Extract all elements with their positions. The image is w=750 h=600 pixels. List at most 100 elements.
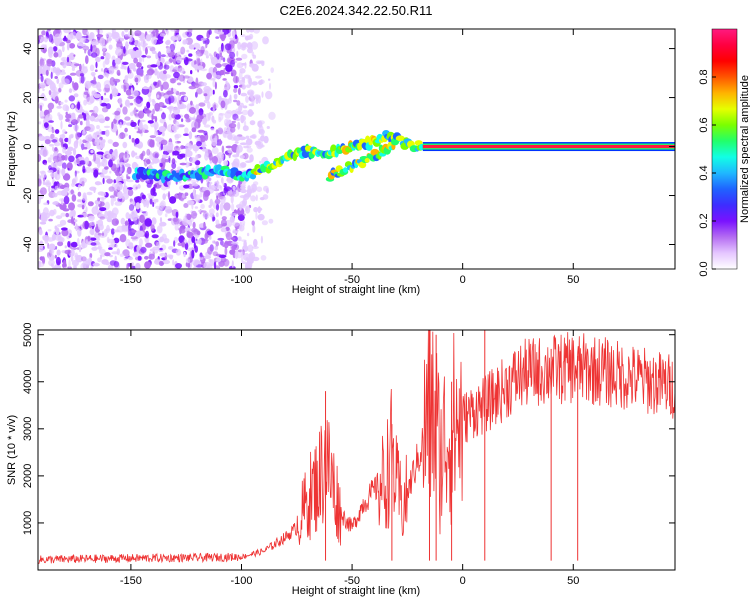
noise-speckle [135, 95, 142, 104]
noise-speckle [149, 248, 156, 252]
noise-speckle [89, 253, 93, 259]
noise-speckle [49, 209, 55, 217]
noise-speckle [146, 68, 154, 76]
noise-speckle [56, 153, 63, 162]
noise-speckle [66, 42, 70, 51]
noise-speckle [145, 200, 150, 209]
noise-speckle [144, 255, 149, 260]
noise-speckle [59, 198, 63, 202]
noise-speckle [68, 95, 76, 102]
noise-speckle [203, 255, 211, 259]
noise-speckle [249, 47, 253, 50]
noise-speckle [208, 152, 213, 161]
noise-speckle [96, 125, 100, 130]
noise-speckle [144, 230, 150, 239]
noise-speckle [174, 134, 179, 141]
noise-speckle [231, 162, 239, 166]
noise-speckle [121, 31, 125, 37]
noise-speckle [266, 126, 270, 129]
noise-speckle [230, 126, 236, 133]
noise-speckle [119, 132, 126, 140]
noise-speckle [245, 138, 253, 146]
noise-speckle [121, 192, 129, 200]
noise-speckle [125, 212, 130, 220]
noise-speckle [53, 235, 56, 241]
noise-speckle [38, 150, 42, 154]
noise-speckle [151, 50, 157, 54]
noise-speckle [151, 98, 155, 103]
noise-speckle [138, 238, 143, 247]
noise-speckle [96, 246, 103, 250]
noise-speckle [251, 81, 258, 86]
noise-speckle [236, 118, 241, 121]
noise-speckle [187, 29, 193, 34]
noise-speckle [160, 143, 164, 151]
noise-speckle [250, 41, 259, 50]
noise-speckle [144, 218, 152, 227]
noise-speckle [153, 81, 157, 86]
noise-speckle [219, 138, 222, 146]
noise-speckle [188, 44, 195, 50]
noise-speckle [73, 140, 79, 149]
noise-speckle [60, 120, 63, 130]
y-tick-label: 1000 [22, 511, 34, 535]
noise-speckle [236, 148, 240, 157]
noise-speckle [94, 181, 102, 186]
noise-speckle [52, 66, 57, 73]
x-tick-label: -100 [230, 575, 252, 587]
noise-speckle [172, 158, 175, 163]
noise-speckle [64, 154, 68, 161]
noise-speckle [238, 136, 246, 141]
noise-speckle [184, 127, 189, 134]
noise-speckle [244, 193, 251, 198]
noise-speckle [214, 181, 220, 185]
noise-speckle [114, 201, 123, 206]
noise-speckle [69, 72, 77, 76]
noise-speckle [107, 139, 114, 144]
noise-speckle [223, 241, 229, 249]
noise-speckle [141, 194, 146, 200]
noise-speckle [241, 62, 247, 66]
noise-speckle [231, 120, 236, 124]
noise-speckle [63, 187, 70, 192]
noise-speckle [226, 119, 232, 124]
noise-speckle [246, 261, 253, 269]
noise-speckle [92, 39, 98, 44]
noise-speckle [230, 195, 234, 204]
noise-speckle [129, 36, 133, 43]
noise-speckle [129, 83, 133, 86]
noise-speckle [152, 29, 159, 33]
noise-speckle [229, 51, 236, 59]
noise-speckle [123, 36, 131, 39]
noise-speckle [74, 170, 77, 178]
noise-speckle [38, 65, 43, 70]
noise-speckle [179, 91, 186, 95]
noise-speckle [140, 246, 147, 253]
noise-speckle [184, 227, 192, 233]
noise-speckle [199, 46, 207, 50]
noise-speckle [252, 224, 256, 233]
noise-speckle [99, 216, 106, 220]
noise-speckle [122, 61, 129, 65]
noise-speckle [138, 56, 143, 63]
noise-speckle [166, 29, 169, 36]
noise-speckle [195, 198, 200, 203]
noise-speckle [95, 56, 101, 63]
noise-speckle [137, 43, 141, 47]
noise-speckle [82, 129, 86, 136]
noise-speckle [149, 198, 153, 205]
spectrogram-xlabel: Height of straight line (km) [292, 284, 420, 296]
noise-speckle [77, 214, 84, 218]
noise-speckle [56, 105, 62, 109]
noise-speckle [234, 250, 239, 259]
noise-speckle [166, 254, 174, 258]
noise-speckle [159, 162, 163, 167]
noise-speckle [232, 189, 240, 198]
noise-speckle [255, 211, 258, 220]
noise-speckle [188, 85, 197, 90]
snr-frame [37, 329, 676, 571]
noise-speckle [162, 161, 166, 168]
noise-speckle [104, 116, 110, 122]
noise-speckle [93, 169, 99, 178]
noise-speckle [97, 74, 104, 80]
